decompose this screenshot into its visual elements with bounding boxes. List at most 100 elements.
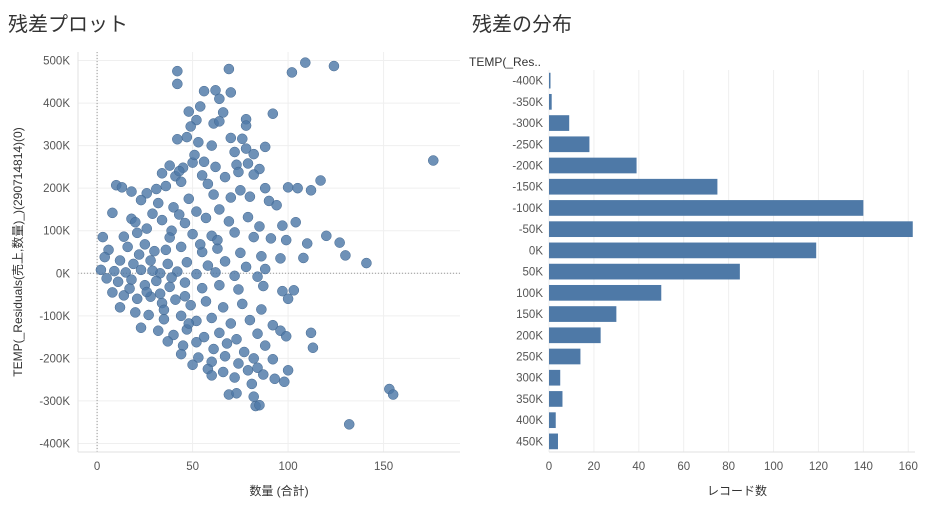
data-point (164, 160, 175, 171)
data-point (237, 298, 248, 310)
data-point (210, 161, 221, 173)
data-point (231, 333, 242, 345)
data-point (183, 106, 195, 117)
histogram-plot[interactable]: -400K -350K -300K -250K -200K -150K -100K -50K 0… (512, 70, 918, 498)
data-point (175, 241, 187, 253)
data-point (202, 260, 214, 271)
category-label: -350K (512, 97, 543, 109)
data-point (248, 148, 259, 160)
data-point (158, 304, 170, 316)
data-point (248, 353, 259, 364)
data-point (149, 245, 160, 257)
y-tick-label: -200K (39, 353, 70, 365)
data-point (133, 249, 145, 260)
data-point (143, 309, 154, 321)
data-point (120, 267, 131, 278)
data-point (225, 192, 237, 203)
data-point (206, 370, 217, 381)
histogram-bar (549, 157, 637, 174)
data-point (158, 313, 170, 325)
data-point (172, 65, 183, 77)
data-point (147, 208, 158, 219)
data-point (259, 182, 271, 194)
category-label: 250K (516, 352, 543, 364)
category-label: 150K (516, 309, 543, 321)
category-label: 450K (516, 436, 543, 448)
data-point (217, 302, 229, 313)
data-point (300, 57, 311, 68)
data-point (95, 264, 107, 276)
data-point (244, 314, 256, 326)
data-point (112, 276, 124, 288)
data-point (248, 231, 259, 243)
data-point (223, 216, 235, 227)
data-point (107, 287, 118, 298)
x-tick-label: 140 (854, 461, 873, 473)
data-point (187, 359, 198, 371)
data-point (231, 388, 242, 399)
data-point (109, 265, 120, 277)
data-point (160, 180, 172, 192)
data-point (275, 253, 286, 264)
histogram-bar (549, 263, 740, 280)
y-axis-title: TEMP(_Residuals(売上,数量)_)(290714814)(0) (10, 127, 25, 376)
data-point (97, 231, 109, 243)
data-point (175, 310, 187, 322)
category-label: -150K (512, 182, 543, 194)
data-point (428, 155, 439, 166)
data-point (198, 331, 210, 343)
data-point (152, 197, 164, 209)
x-tick-label: 80 (722, 461, 735, 473)
x-axis-title: レコード数 (707, 483, 767, 498)
data-point (181, 256, 193, 268)
data-point (292, 182, 303, 194)
y-tick-label: 100K (43, 226, 70, 238)
data-point (254, 399, 265, 411)
data-point (282, 293, 294, 305)
data-point (229, 270, 240, 282)
data-point (118, 290, 130, 301)
histogram-bar (549, 433, 558, 450)
data-point (114, 255, 126, 266)
x-tick-label: 100 (764, 461, 783, 473)
data-point (214, 327, 225, 339)
histogram-header: TEMP(_Res.. (469, 55, 541, 69)
data-point (225, 87, 237, 98)
category-label: -50K (519, 224, 544, 236)
data-point (147, 265, 158, 276)
data-point (189, 149, 200, 161)
x-axis-title: 数量 (合計) (249, 483, 308, 498)
data-point (168, 202, 179, 213)
data-point (233, 358, 244, 369)
data-point (183, 318, 195, 329)
data-point (179, 217, 191, 229)
data-point (139, 239, 151, 250)
data-point (267, 353, 279, 365)
category-label: -100K (512, 203, 543, 215)
data-point (175, 176, 187, 188)
data-point (200, 296, 212, 307)
data-point (202, 178, 214, 190)
data-point (151, 183, 162, 195)
y-tick-label: 300K (43, 141, 70, 153)
data-point (237, 133, 248, 145)
category-label: 200K (516, 330, 543, 342)
data-point (179, 277, 191, 288)
x-tick-label: 20 (588, 461, 601, 473)
data-point (361, 257, 372, 269)
data-point (141, 188, 153, 199)
data-point (221, 338, 233, 349)
data-point (200, 212, 212, 224)
data-point (194, 101, 206, 112)
data-point (282, 182, 294, 193)
histogram-bar (549, 306, 617, 322)
data-point (256, 304, 267, 315)
scatter-plot[interactable]: -400K -300K -200K -100K 0K 100K 200K 300K 400K 50… (10, 52, 460, 498)
data-point (267, 108, 279, 119)
data-point (238, 346, 250, 358)
category-label: 100K (516, 288, 543, 300)
data-point (135, 194, 147, 206)
histogram-bar (549, 93, 552, 110)
data-point (242, 211, 254, 223)
x-tick-label: 150 (374, 461, 393, 473)
